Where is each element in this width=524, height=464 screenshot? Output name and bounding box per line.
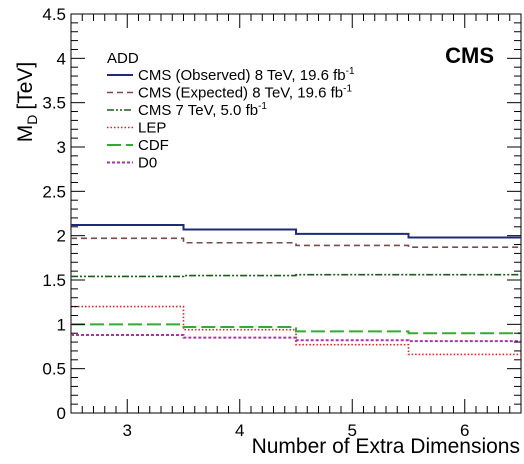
y-axis-label: MD [TeV] (14, 62, 40, 142)
y-axis-label-unit: [TeV] (14, 62, 37, 110)
y-tick-label: 2.5 (42, 182, 66, 201)
y-tick-label: 1 (57, 315, 66, 334)
legend-entry: CMS (Observed) 8 TeV, 19.6 fb-1 (138, 66, 355, 84)
series-line-1 (71, 224, 521, 239)
series-line-5 (71, 323, 521, 335)
series-line-3 (71, 273, 521, 278)
axis-layer: 0 0.5 1 1.5 2 2.5 3 3.5 4 4.5 3 4 5 6 (42, 5, 522, 440)
y-tick-label: 0 (57, 404, 66, 423)
legend-entry: D0 (138, 155, 157, 172)
svg-text:MD[TeV]: MD [TeV] (14, 62, 40, 142)
legend-entry: CMS 7 TeV, 5.0 fb-1 (138, 101, 267, 119)
x-axis-label: Number of Extra Dimensions (252, 435, 520, 458)
y-tick-label: 4.5 (42, 5, 66, 24)
series-layer (71, 224, 521, 356)
x-tick-label: 5 (348, 421, 357, 440)
x-tick-label: 6 (460, 421, 469, 440)
legend-header: ADD (107, 50, 139, 67)
experiment-label: CMS (445, 43, 494, 68)
legend-entry: CMS (Expected) 8 TeV, 19.6 fb-1 (138, 84, 352, 102)
y-tick-label: 3.5 (42, 94, 66, 113)
x-tick-label: 3 (123, 421, 132, 440)
legend-entry: CDF (138, 137, 169, 154)
y-axis-label-main: M (14, 125, 37, 143)
x-tick-label: 4 (235, 421, 244, 440)
y-tick-label: 4 (57, 49, 66, 68)
y-tick-label: 2 (57, 227, 66, 246)
y-tick-label: 3 (57, 138, 66, 157)
series-line-2 (71, 237, 521, 248)
y-axis-label-sub: D (24, 115, 40, 125)
y-tick-label: 0.5 (42, 360, 66, 379)
series-line-6 (71, 333, 521, 343)
legend-entry: LEP (138, 120, 166, 137)
y-tick-label: 1.5 (42, 271, 66, 290)
